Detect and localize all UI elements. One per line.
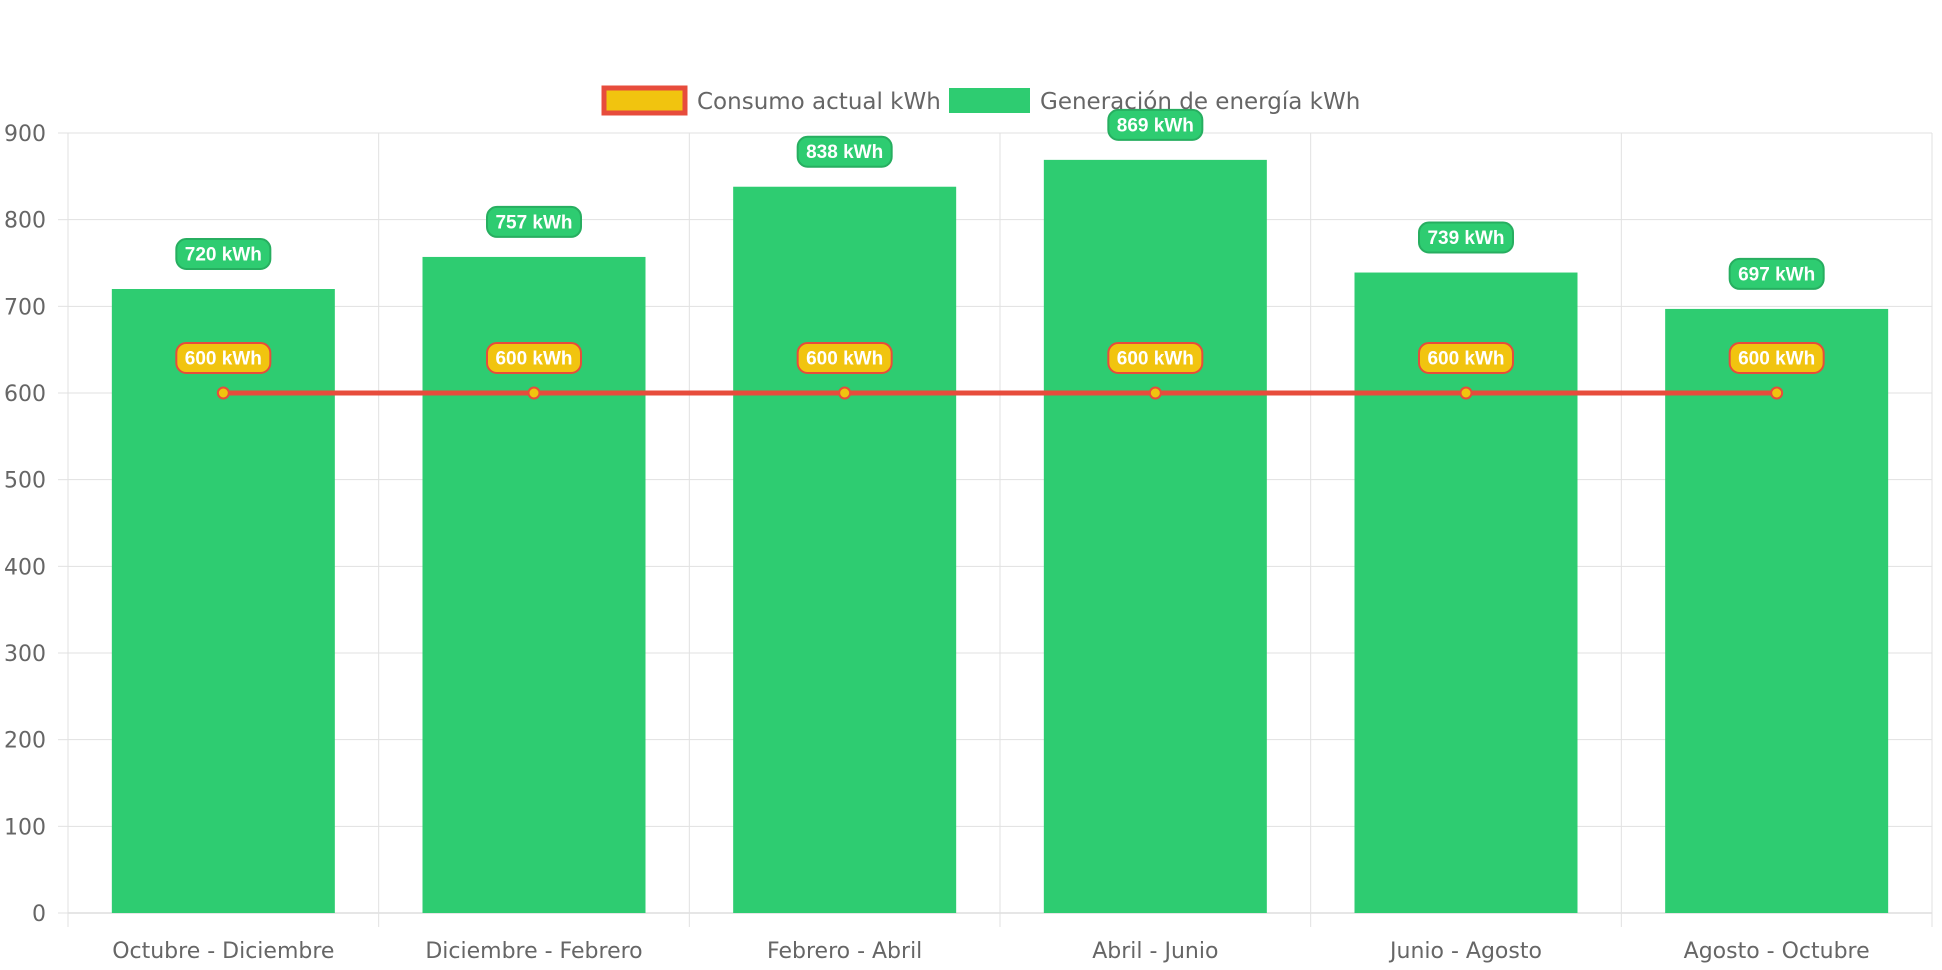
- legend-swatch-generation: [949, 88, 1030, 113]
- x-category-label: Abril - Junio: [1092, 939, 1218, 964]
- x-category-label: Febrero - Abril: [767, 939, 922, 964]
- consumption-line: [216, 386, 1784, 400]
- bar-1: [111, 289, 335, 913]
- line-value-label-6-bg: [1728, 342, 1825, 374]
- bar-value-label-4-bg: [1107, 108, 1204, 141]
- bar-value-label-6: 697 kWh: [1738, 264, 1815, 285]
- line-value-label-1: 600 kWh: [185, 349, 262, 370]
- bar-value-label-2: 757 kWh: [495, 212, 572, 233]
- line-point-6: [1770, 386, 1784, 400]
- axes: 0 100 200 300 400 500 600 700 800 900 Octubre - Di…: [4, 122, 1870, 964]
- x-category-label: Diciembre - Febrero: [425, 939, 642, 964]
- y-tick-label: 300: [4, 642, 46, 667]
- line-point-1: [216, 386, 230, 400]
- x-category-label: Junio - Agosto: [1388, 939, 1542, 964]
- line-value-label-2-bg: [486, 342, 582, 374]
- line-point-4: [1148, 386, 1162, 400]
- y-tick-label: 600: [4, 382, 46, 407]
- line-point-3: [838, 386, 852, 400]
- y-tick-label: 900: [4, 122, 46, 147]
- line-value-label-2: 600 kWh: [495, 349, 572, 370]
- line-point-2: [527, 386, 541, 400]
- x-category-label: Agosto - Octubre: [1684, 939, 1870, 964]
- bar-value-label-1-bg: [175, 238, 272, 270]
- legend-swatch-consumption: [601, 85, 688, 116]
- bar-3: [733, 186, 957, 913]
- bar-4: [1043, 159, 1267, 913]
- line-value-label-5-bg: [1418, 342, 1514, 374]
- bar-value-label-2-bg: [486, 205, 582, 238]
- bar-value-label-6-bg: [1728, 257, 1825, 290]
- line-value-label-5: 600 kWh: [1427, 349, 1504, 370]
- y-tick-label: 400: [4, 555, 46, 580]
- line-value-label-6: 600 kWh: [1738, 349, 1815, 370]
- bar-value-label-3: 838 kWh: [806, 142, 883, 163]
- line-value-label-3: 600 kWh: [806, 349, 883, 370]
- legend-label-generation: Generación de energía kWh: [1040, 89, 1360, 115]
- data-labels: 720 kWh 757 kWh 838 kWh 869 kWh 739 kWh 697 k…: [175, 108, 1825, 374]
- bar-6: [1665, 308, 1889, 913]
- legend-label-consumption: Consumo actual kWh: [697, 89, 941, 115]
- bar-5: [1354, 272, 1578, 913]
- line-value-label-1-bg: [175, 342, 272, 374]
- line-value-label-4: 600 kWh: [1117, 349, 1194, 370]
- bar-value-label-4: 869 kWh: [1117, 115, 1194, 136]
- bar-value-label-3-bg: [796, 135, 893, 168]
- line-point-5: [1459, 386, 1473, 400]
- y-tick-label: 100: [4, 815, 46, 840]
- y-tick-label: 0: [32, 902, 46, 927]
- y-tick-label: 200: [4, 729, 46, 754]
- legend[interactable]: Consumo actual kWh Generación de energía …: [601, 85, 1360, 116]
- bar-value-label-5: 739 kWh: [1427, 228, 1504, 249]
- y-tick-label: 700: [4, 295, 46, 320]
- bars: [111, 159, 1889, 913]
- line-value-label-4-bg: [1107, 342, 1204, 374]
- bar-value-label-1: 720 kWh: [185, 245, 262, 266]
- grid: [58, 132, 1933, 927]
- bar-value-label-5-bg: [1418, 221, 1514, 254]
- line-value-label-3-bg: [796, 342, 893, 374]
- x-category-label: Octubre - Diciembre: [112, 939, 334, 964]
- y-tick-label: 800: [4, 209, 46, 234]
- y-tick-label: 500: [4, 469, 46, 494]
